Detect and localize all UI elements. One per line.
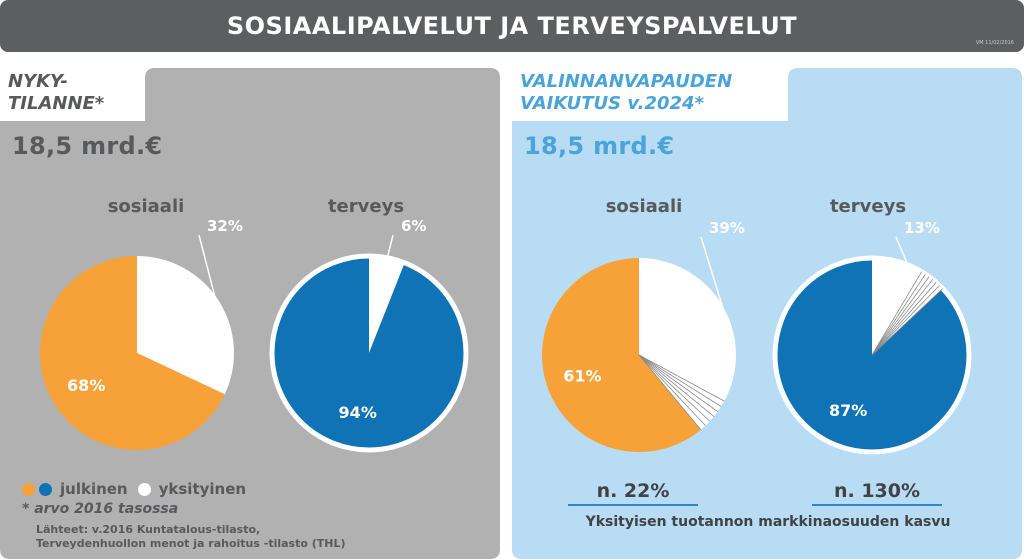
total-amount: 18,5 mrd.€ <box>524 132 675 160</box>
growth-caption: Yksityisen tuotannon markkinaosuuden kas… <box>585 514 951 530</box>
pie-svg: 68% 32% <box>40 217 243 450</box>
pie-slice-public <box>40 256 225 450</box>
legend-orange-dot <box>22 482 35 496</box>
growth-social: n. 22% <box>596 480 670 502</box>
pie-title-social: sosiaali <box>605 196 683 217</box>
pie-label-private: 13% <box>904 219 940 237</box>
pie-label-public: 68% <box>67 376 105 395</box>
header-bar: SOSIAALIPALVELUT JA TERVEYSPALVELUT VM 1… <box>0 0 1024 52</box>
pie-growth-hatch-line <box>871 282 937 356</box>
pie-slice-private <box>639 258 737 430</box>
growth-social-underline <box>568 504 698 506</box>
pie-leader-line <box>385 234 394 261</box>
source-line-1: Lähteet: v.2016 Kuntatalous-tilasto, <box>36 523 261 536</box>
legend-blue-dot <box>39 482 52 496</box>
pie-label-public: 87% <box>829 401 867 420</box>
pie-growth-hatch-line <box>638 354 722 407</box>
pie-ring <box>269 253 469 453</box>
pie-label-private: 6% <box>401 217 426 235</box>
source-line-2: Terveydenhuollon menot ja rahoitus -tila… <box>36 537 346 550</box>
panel-current: NYKY- TILANNE* 18,5 mrd.€ sosiaali terve… <box>0 68 500 559</box>
page-title: SOSIAALIPALVELUT JA TERVEYSPALVELUT <box>226 12 798 40</box>
pie-leader-line <box>700 236 729 324</box>
pie-label-public: 94% <box>339 403 377 422</box>
legend-private-label: yksityinen <box>158 480 247 498</box>
pie-svg: 61% 39% <box>542 219 745 452</box>
pie-title-health: terveys <box>327 196 405 217</box>
pie-leader-line <box>895 236 911 269</box>
document-code: VM 11/02/2016 <box>975 40 1014 46</box>
pie-title-health: terveys <box>829 196 907 217</box>
legend-public-label: julkinen <box>60 480 128 498</box>
pie-growth-hatch-line <box>871 285 940 356</box>
growth-health-underline <box>812 504 942 506</box>
pie-growth-hatch-line <box>638 354 702 430</box>
pie-growth-hatch-line <box>871 279 934 356</box>
pie-slice-public <box>272 256 467 450</box>
pie-slice-public <box>774 258 969 452</box>
pie-title-social: sosiaali <box>107 196 185 217</box>
pie-slice-public <box>542 258 701 452</box>
pie-growth-hatch-line <box>871 276 930 356</box>
pie-svg: 87% 13% <box>772 219 972 455</box>
pie-label-public: 61% <box>563 366 601 385</box>
pie-growth-hatch-line <box>871 288 943 356</box>
pie-chart-health-2024: 87% 13% <box>772 219 972 455</box>
panel-freedom-of-choice: VALINNANVAPAUDEN VAIKUTUS v.2024* 18,5 m… <box>512 68 1024 559</box>
pie-ring <box>772 255 972 455</box>
panel-current-title: NYKY- TILANNE* <box>8 71 105 114</box>
pie-growth-hatch-line <box>638 354 706 426</box>
pie-leader-line <box>198 234 218 303</box>
pie-growth-hatch-line <box>638 354 718 412</box>
pie-growth-hatch-line <box>638 354 711 422</box>
pie-growth-hatch-line <box>871 271 923 356</box>
pie-label-private: 32% <box>207 217 243 235</box>
pie-svg: 94% 6% <box>269 217 469 453</box>
legend: julkinen yksityinen <box>22 480 256 498</box>
panel-freedom-title: VALINNANVAPAUDEN VAIKUTUS v.2024* <box>520 71 733 114</box>
pie-growth-hatch-line <box>871 273 926 356</box>
pie-growth-hatch-line <box>638 354 725 402</box>
source-text: Lähteet: v.2016 Kuntatalous-tilasto, Ter… <box>36 523 346 551</box>
total-amount: 18,5 mrd.€ <box>12 132 163 160</box>
pie-chart-social-2024: 61% 39% <box>539 219 745 455</box>
footnote: * arvo 2016 tasossa <box>22 501 179 517</box>
pie-chart-health-current: 94% 6% <box>269 217 469 453</box>
pie-slice-private <box>369 256 405 353</box>
legend-white-dot <box>137 482 151 496</box>
pie-slice-private <box>137 256 235 395</box>
pie-label-private: 39% <box>709 219 745 237</box>
growth-health: n. 130% <box>833 480 921 502</box>
pie-chart-social-current: 68% 32% <box>37 217 243 453</box>
pie-growth-hatch-line <box>638 354 715 417</box>
